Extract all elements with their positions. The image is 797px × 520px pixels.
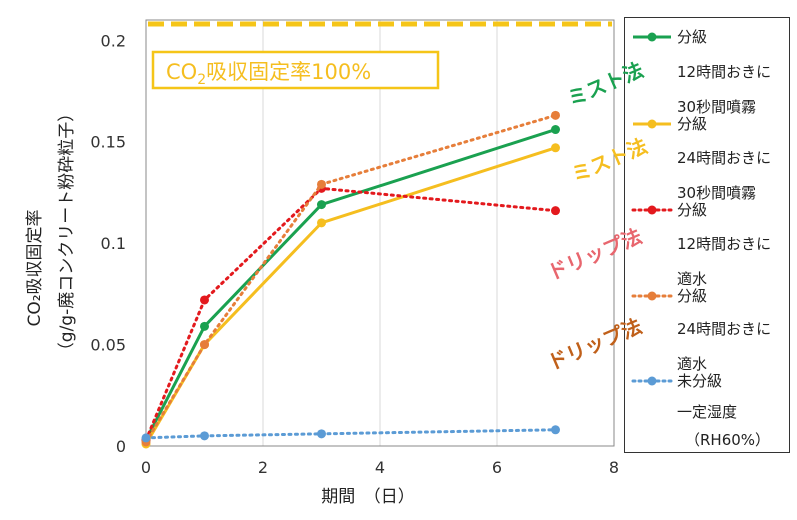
series-line	[144, 146, 556, 445]
series-line	[144, 113, 557, 444]
x-tick-label: 8	[609, 458, 619, 477]
grid-lines	[262, 20, 498, 446]
reference-line-label: CO2吸収固定率100%	[166, 60, 371, 88]
legend-desc: 適水	[677, 270, 708, 288]
reference-line-label-box: CO2吸収固定率100%	[151, 50, 440, 90]
series-line	[144, 428, 557, 440]
legend-desc: 12時間おきに	[677, 235, 772, 253]
legend-item-1: 分級	[625, 28, 791, 46]
legend-item-5: 未分級	[625, 372, 791, 390]
series-line	[144, 186, 557, 442]
y-axis-label-line2: （g/g-廃コンクリート粉砕粒子）	[57, 105, 77, 359]
y-tick-label: 0.15	[90, 133, 126, 152]
legend-desc: 12時間おきに	[677, 63, 772, 81]
data-point	[551, 125, 560, 135]
legend-item-4: 分級	[625, 287, 791, 305]
data-point	[551, 143, 560, 153]
x-tick-label: 0	[141, 458, 151, 477]
data-point	[200, 321, 209, 331]
data-point	[317, 429, 326, 439]
legend-label: 分級	[677, 28, 708, 46]
x-axis-label: 期間 （日）	[321, 487, 415, 507]
y-axis-label-line1: CO₂吸収固定率	[25, 209, 45, 326]
legend-item-3: 分級	[625, 201, 791, 219]
series-line	[144, 128, 556, 441]
y-tick-label: 0	[116, 437, 126, 456]
legend-desc: 一定湿度	[677, 403, 738, 421]
y-tick-label: 0.2	[101, 31, 126, 50]
legend-swatch-3	[631, 205, 673, 215]
legend-item-2: 分級	[625, 115, 791, 133]
legend-swatch-5	[631, 376, 673, 386]
plot-area-frame	[145, 19, 615, 447]
data-point	[200, 340, 209, 350]
data-point	[200, 431, 209, 441]
legend-swatch-1	[633, 32, 671, 42]
legend-desc: 30秒間噴霧	[677, 98, 757, 116]
legend-swatch-2	[633, 119, 671, 129]
data-point	[551, 206, 560, 216]
data-point	[317, 218, 326, 228]
legend-label: 分級	[677, 201, 708, 219]
data-point	[317, 200, 326, 210]
data-point	[200, 295, 209, 305]
legend-desc: 24時間おきに	[677, 320, 772, 338]
legend-desc: 適水	[677, 355, 708, 373]
x-tick-label: 4	[375, 458, 385, 477]
y-tick-label: 0.1	[101, 234, 126, 253]
series-layer	[141, 110, 560, 449]
data-point	[317, 179, 326, 189]
series-5	[141, 425, 560, 443]
axis-ticks: 0 2 4 6 8 0 0.05 0.1 0.15 0.2	[90, 31, 619, 477]
data-point	[551, 425, 560, 435]
data-point	[141, 433, 151, 443]
y-tick-label: 0.05	[90, 336, 126, 355]
data-point	[551, 110, 560, 120]
x-tick-label: 2	[258, 458, 268, 477]
legend-label: 分級	[677, 287, 708, 305]
legend-swatch-4	[631, 291, 673, 301]
legend: 分級 12時間おきに 30秒間噴霧 分級 24時間おきに 30秒間噴霧 分級 1…	[624, 17, 790, 453]
legend-desc: （RH60%）	[685, 431, 771, 449]
legend-label: 未分級	[677, 372, 723, 390]
legend-desc: 24時間おきに	[677, 149, 772, 167]
legend-label: 分級	[677, 115, 708, 133]
legend-desc: 30秒間噴霧	[677, 184, 757, 202]
x-tick-label: 6	[492, 458, 502, 477]
